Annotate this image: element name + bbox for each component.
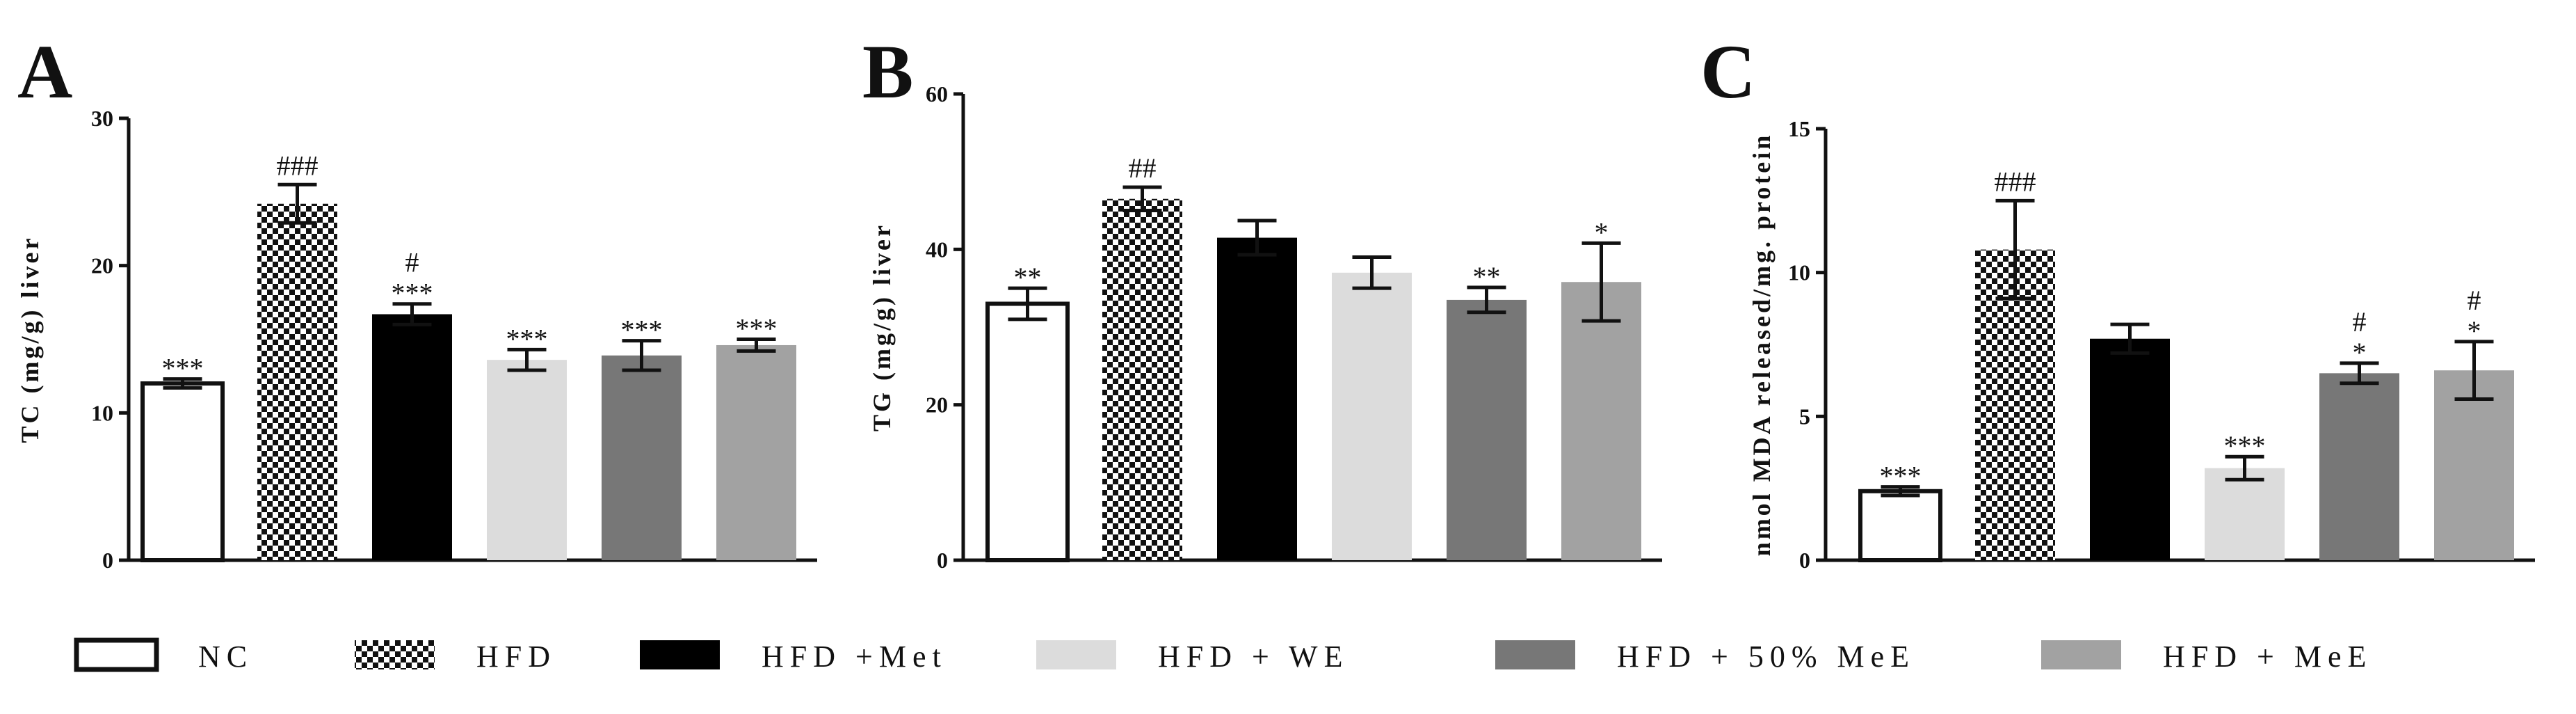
panel-b-y-tick-label: 40 [926,237,948,262]
panel-c-y-tick-label: 0 [1799,548,1810,573]
panel-a-error-bar-hfd-50-mee [622,339,661,372]
legend-swatch [1495,640,1575,669]
panel-a-bar-hfd-we [487,360,567,560]
panel-b-error-bar-hfd-50-mee [1467,285,1506,315]
panel-a-bar-hfd [257,203,337,560]
legend-swatch [2041,640,2121,669]
panel-a-error-bar-hfd [277,182,317,225]
panel-b-y-tick-label: 60 [926,81,948,106]
panel-a-y-tick-label: 0 [102,548,113,573]
panel-b-y-tick-label: 20 [926,392,948,418]
panel-b-significance-label: ## [1129,152,1157,184]
legend-label: HFD [476,640,556,674]
panel-c-error-bar-hfd [1995,198,2035,301]
legend: NC HFD HFD +Met HFD + WE HFD + 50% MeE HFD + … [74,637,2372,674]
panel-a-error-bar-hfd-mee [736,338,776,353]
panel-b-y-tick-label: 0 [937,548,948,573]
legend-swatch [355,640,435,669]
panel-b-significance-label: * [1595,216,1609,248]
panel-b-bar-hfd-mee [1561,282,1641,560]
panel-c-significance-label: * [2353,337,2367,368]
panel-a-bar-hfd-50-mee [602,355,682,560]
panel-c-bar-hfd-we [2205,468,2285,560]
legend-item-hfd-we: HFD + WE [1036,640,1349,674]
legend-label: HFD +Met [762,640,947,674]
panel-a-error-bar-hfd-met [392,302,432,326]
panel-b-significance-label: ** [1014,262,1042,293]
legend-item-hfd-mee: HFD + MeE [2041,640,2372,674]
panel-a-significance-label: # [405,247,419,278]
panel-b-error-bar-hfd-mee [1581,241,1621,323]
panel-c-bar-hfd-50-mee [2319,373,2399,560]
panel-c-significance-label: * [2468,315,2481,347]
panel-c-significance-label: # [2353,306,2367,338]
legend-swatch [640,640,720,669]
panel-c-error-bar-hfd-met [2110,322,2150,355]
panel-a-y-tick-label: 20 [91,253,113,278]
legend-swatch [1036,640,1116,669]
legend-label: NC [198,640,253,674]
panel-b-bar-hfd-we [1332,272,1412,560]
panel-c-significance-label: *** [1880,461,1922,492]
panel-c-bar-hfd [1975,249,2055,560]
panel-b-error-bar-hfd-we [1352,255,1392,290]
panel-a-bar-hfd-met [372,314,452,560]
panel-b-y-axis-title: TG (mg/g) liver [868,223,896,431]
panel-b-bar-nc [985,301,1070,562]
legend-swatch [74,637,159,672]
panel-c-error-bar-hfd-50-mee [2340,361,2379,386]
panel-c-error-bar-nc [1881,485,1920,498]
panel-c-y-tick-label: 10 [1788,260,1810,285]
panel-c-y-axis-title: nmol MDA released/mg. protein [1748,133,1776,557]
legend-label: HFD + MeE [2163,640,2372,674]
panel-a-significance-label: *** [506,323,548,354]
panel-b-bar-hfd-met [1217,237,1297,560]
panel-letter-c: C [1700,29,1755,114]
panel-a-error-bar-nc [163,377,202,390]
panel-a-significance-label: *** [392,278,433,309]
panel-a-significance-label: *** [162,353,204,384]
panel-c-y-tick-label: 5 [1799,404,1810,429]
legend-item-hfd-50-mee: HFD + 50% MeE [1495,640,1915,674]
panel-b-error-bar-nc [1008,286,1047,322]
panel-a-bar-hfd-mee [716,344,796,560]
panel-a-error-bar-hfd-we [507,347,547,372]
panel-a-y-tick-label: 30 [91,106,113,131]
panel-a-bar-nc [140,381,225,562]
panel-a-significance-label: *** [736,313,778,344]
panel-c-bar-hfd-mee [2434,370,2514,560]
panel-c-significance-label: *** [2224,430,2266,461]
panel-c-bar-hfd-met [2090,338,2170,560]
panel-b-bar-hfd [1102,198,1182,560]
panel-c-error-bar-hfd-mee [2454,340,2494,402]
panel-a-y-axis-title: TC (mg/g) liver [16,236,44,443]
panel-c-bar-nc [1858,489,1942,562]
panel-c-significance-label: # [2468,285,2481,316]
legend-label: HFD + WE [1158,640,1349,674]
panel-letter-b: B [862,29,913,114]
panel-letter-a: A [17,29,72,114]
legend-label: HFD + 50% MeE [1617,640,1915,674]
panel-b-bar-hfd-50-mee [1447,299,1527,560]
panel-b-significance-label: ** [1473,261,1501,292]
legend-item-hfd-met: HFD +Met [640,640,947,674]
panel-c-significance-label: ### [1995,166,2036,197]
panel-b-error-bar-hfd-met [1237,219,1277,257]
panel-a-significance-label: ### [277,150,319,181]
panel-c-error-bar-hfd-we [2225,454,2264,482]
panel-a-significance-label: *** [621,315,663,346]
legend-item-nc: NC [74,637,253,674]
panel-b-error-bar-hfd [1122,185,1162,212]
legend-item-hfd: HFD [355,640,556,674]
panel-a-y-tick-label: 10 [91,400,113,425]
panel-c-y-tick-label: 15 [1788,116,1810,141]
